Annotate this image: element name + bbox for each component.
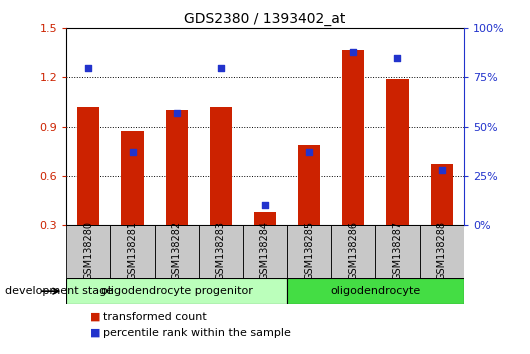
Text: GSM138282: GSM138282 <box>172 221 182 280</box>
Bar <box>287 225 331 278</box>
Text: oligodendrocyte progenitor: oligodendrocyte progenitor <box>101 286 253 296</box>
Text: percentile rank within the sample: percentile rank within the sample <box>103 328 291 338</box>
Text: development stage: development stage <box>5 286 113 296</box>
Bar <box>430 164 453 274</box>
Text: GSM138285: GSM138285 <box>304 221 314 280</box>
Bar <box>121 131 144 274</box>
Bar <box>110 225 155 278</box>
Text: GSM138280: GSM138280 <box>83 221 93 280</box>
Text: ■: ■ <box>90 328 101 338</box>
Text: GSM138281: GSM138281 <box>128 221 137 280</box>
Bar <box>420 225 464 278</box>
Text: GSM138284: GSM138284 <box>260 221 270 280</box>
Bar <box>287 278 464 304</box>
Point <box>393 55 402 61</box>
Text: transformed count: transformed count <box>103 312 207 322</box>
Bar <box>254 212 276 274</box>
Point <box>305 149 313 155</box>
Bar <box>342 50 364 274</box>
Point <box>437 167 446 173</box>
Text: GSM138288: GSM138288 <box>437 221 447 280</box>
Text: GSM138287: GSM138287 <box>393 221 402 280</box>
Bar <box>386 79 409 274</box>
Bar <box>165 110 188 274</box>
Bar <box>155 225 199 278</box>
Text: GSM138286: GSM138286 <box>348 221 358 280</box>
Bar <box>66 225 110 278</box>
Point <box>261 202 269 208</box>
Bar <box>210 107 232 274</box>
Point <box>349 49 358 55</box>
Point <box>217 65 225 70</box>
Point <box>172 110 181 116</box>
Text: GDS2380 / 1393402_at: GDS2380 / 1393402_at <box>184 12 346 27</box>
Point <box>84 65 93 70</box>
Text: oligodendrocyte: oligodendrocyte <box>330 286 420 296</box>
Bar <box>66 278 287 304</box>
Bar <box>199 225 243 278</box>
Text: GSM138283: GSM138283 <box>216 221 226 280</box>
Bar <box>331 225 375 278</box>
Bar <box>298 144 320 274</box>
Text: ■: ■ <box>90 312 101 322</box>
Point <box>128 149 137 155</box>
Bar <box>77 107 99 274</box>
Bar <box>375 225 420 278</box>
Bar <box>243 225 287 278</box>
